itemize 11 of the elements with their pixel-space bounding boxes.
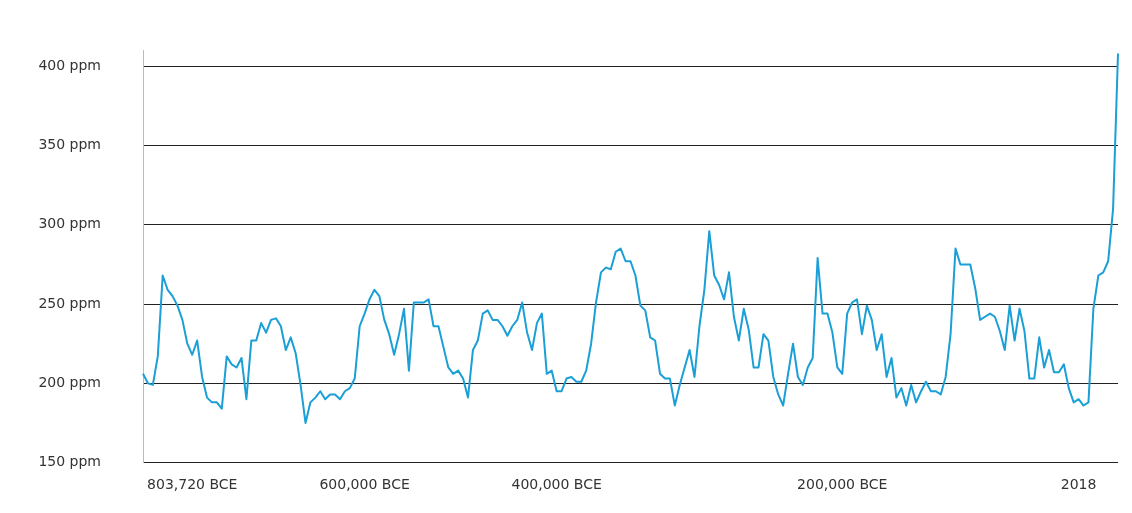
y-tick-label: 300 ppm [38, 215, 101, 232]
y-tick-label: 150 ppm [38, 453, 101, 470]
y-tick-label: 350 ppm [38, 136, 101, 153]
x-tick-label: 200,000 BCE [797, 475, 888, 492]
x-tick-label: 2018 [1060, 475, 1097, 492]
y-tick-label: 200 ppm [38, 373, 101, 390]
x-tick-label: 600,000 BCE [319, 475, 410, 492]
y-tick-label: 400 ppm [38, 56, 101, 73]
x-tick-label: 400,000 BCE [511, 475, 602, 492]
y-tick-label: 250 ppm [38, 294, 101, 311]
x-tick-label: 803,720 BCE [147, 475, 238, 492]
